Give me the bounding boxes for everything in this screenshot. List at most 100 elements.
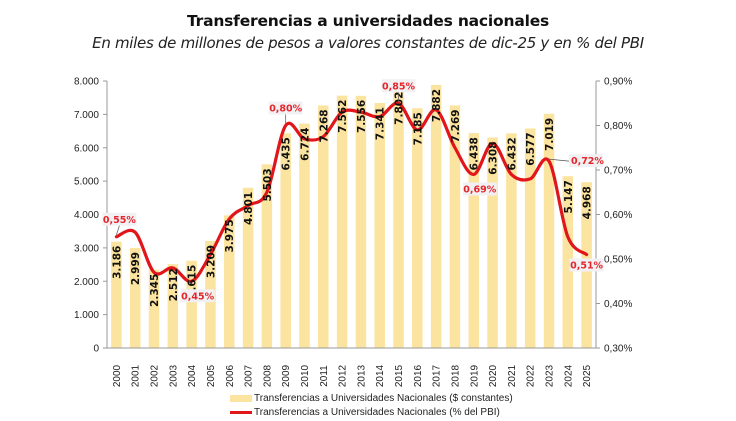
annotation-label: 0,55% — [103, 215, 136, 226]
bars-layer — [111, 84, 592, 349]
y-left-tick-label: 5.000 — [74, 177, 99, 188]
y-left-tick-label: 0 — [93, 344, 99, 355]
bar-value-label: 5.147 — [563, 180, 575, 213]
bar-value-label: 5.503 — [262, 168, 274, 201]
annotation-box — [180, 289, 215, 303]
annotation-box — [568, 154, 603, 168]
x-tick-label: 2004 — [187, 364, 198, 387]
chart-title: Transferencias a universidades nacionale… — [186, 12, 550, 30]
x-tick-label: 2000 — [112, 364, 123, 387]
x-tick-label: 2025 — [582, 364, 593, 387]
x-tick-label: 2011 — [319, 365, 330, 387]
bar-value-label: 6.432 — [506, 137, 518, 170]
bar-value-label: 4.801 — [243, 192, 255, 225]
annotation-box — [569, 258, 604, 272]
bar-value-label: 7.556 — [356, 100, 368, 133]
bar-2000 — [111, 241, 122, 348]
bar-2009 — [280, 133, 291, 348]
y-left-tick-label: 3.000 — [74, 243, 99, 254]
x-tick-label: 2020 — [488, 364, 499, 387]
bar-value-label: 3.209 — [205, 245, 217, 278]
bar-value-label: 7.562 — [337, 100, 349, 133]
bar-2012 — [336, 95, 348, 348]
x-tick-label: 2014 — [375, 364, 386, 387]
y-right-tick-label: 0,30% — [604, 344, 632, 355]
chart-subtitle: En miles de millones de pesos a valores … — [92, 34, 644, 52]
annotations-layer: 0,55% 0,45% 0,80% 0,85% 0,69% 0,72% 0,51% — [102, 79, 604, 303]
bar-value-label: 7.185 — [412, 112, 424, 145]
legend-item-bars: Transferencias a Universidades Nacionale… — [230, 391, 513, 405]
annotation-label: 0,80% — [269, 104, 302, 115]
annotation-box — [102, 212, 137, 226]
bar-2016 — [412, 108, 423, 348]
bar-2014 — [374, 102, 385, 348]
bar-2023 — [543, 113, 555, 348]
bar-value-label: 6.724 — [299, 128, 311, 161]
bar-2020 — [487, 137, 498, 348]
bar-2008 — [261, 164, 273, 348]
bar-value-label: 6.308 — [488, 141, 500, 174]
bar-value-label: 7.019 — [544, 118, 556, 151]
x-tick-label: 2008 — [262, 364, 273, 387]
y-left-tick-label: 6.000 — [74, 143, 99, 154]
y-left-tick-label: 8.000 — [74, 77, 99, 88]
bar-value-label: 6.435 — [281, 137, 293, 170]
bar-2004 — [186, 260, 197, 348]
x-tick-label: 2021 — [507, 364, 518, 387]
y-right-tick-label: 0,40% — [604, 299, 632, 310]
bar-value-label: 7.341 — [375, 107, 387, 140]
bar-2022 — [524, 128, 536, 348]
x-tick-label: 2013 — [356, 364, 367, 387]
annotation-label: 0,72% — [571, 156, 604, 167]
x-tick-label: 2024 — [563, 364, 574, 387]
y-left-tick-label: 7.000 — [74, 110, 99, 121]
x-tick-label: 2016 — [413, 364, 424, 387]
x-tick-label: 2019 — [469, 364, 480, 387]
annotation-leader — [116, 225, 120, 235]
x-tick-label: 2018 — [450, 364, 461, 387]
x-tick-label: 2015 — [394, 364, 405, 387]
legend-label-line: Transferencias a Universidades Nacionale… — [254, 406, 500, 418]
legend-label-bars: Transferencias a Universidades Nacionale… — [254, 392, 513, 404]
bar-value-label: 6.577 — [525, 132, 537, 165]
y-right-tick-label: 0,80% — [604, 121, 632, 132]
annotation-label: 0,85% — [382, 81, 415, 92]
bar-value-label: 2.999 — [130, 252, 142, 285]
bar-value-label: 3.186 — [111, 246, 123, 279]
bar-2003 — [167, 264, 179, 348]
bar-value-label: 7.269 — [450, 109, 462, 142]
bar-2024 — [562, 176, 574, 348]
pbi-line — [114, 101, 589, 283]
annotation-label: 0,69% — [463, 184, 496, 195]
x-tick-label: 2010 — [300, 364, 311, 387]
legend-swatch-bar — [230, 394, 252, 402]
bar-2021 — [506, 133, 517, 348]
bar-value-label: 2.512 — [168, 268, 180, 301]
x-tick-label: 2022 — [526, 364, 537, 387]
y-left-tick-label: 1.000 — [74, 310, 99, 321]
y-right-tick-label: 0,50% — [604, 255, 632, 266]
annotation-label: 0,51% — [570, 261, 603, 272]
x-tick-label: 2017 — [432, 364, 443, 387]
legend: Transferencias a Universidades Nacionale… — [230, 391, 513, 419]
x-tick-label: 2023 — [544, 364, 555, 387]
x-tick-label: 2001 — [131, 364, 142, 387]
line-layer — [114, 101, 589, 283]
legend-swatch-line — [230, 410, 252, 414]
x-tick-label: 2002 — [150, 364, 161, 387]
bar-value-label: 6.438 — [469, 137, 481, 170]
bar-value-label: 2.345 — [149, 274, 161, 307]
legend-item-line: Transferencias a Universidades Nacionale… — [230, 405, 513, 419]
annotation-box — [268, 101, 303, 115]
bar-2007 — [242, 187, 254, 348]
x-tick-label: 2009 — [281, 364, 292, 387]
bar-value-label: 3.975 — [224, 219, 236, 252]
bar-2019 — [468, 133, 479, 348]
y-left-tick-label: 4.000 — [74, 210, 99, 221]
x-tick-label: 2012 — [338, 364, 349, 387]
annotation-box — [462, 182, 497, 196]
x-tick-label: 2003 — [168, 364, 179, 387]
x-tick-label: 2007 — [244, 364, 255, 387]
